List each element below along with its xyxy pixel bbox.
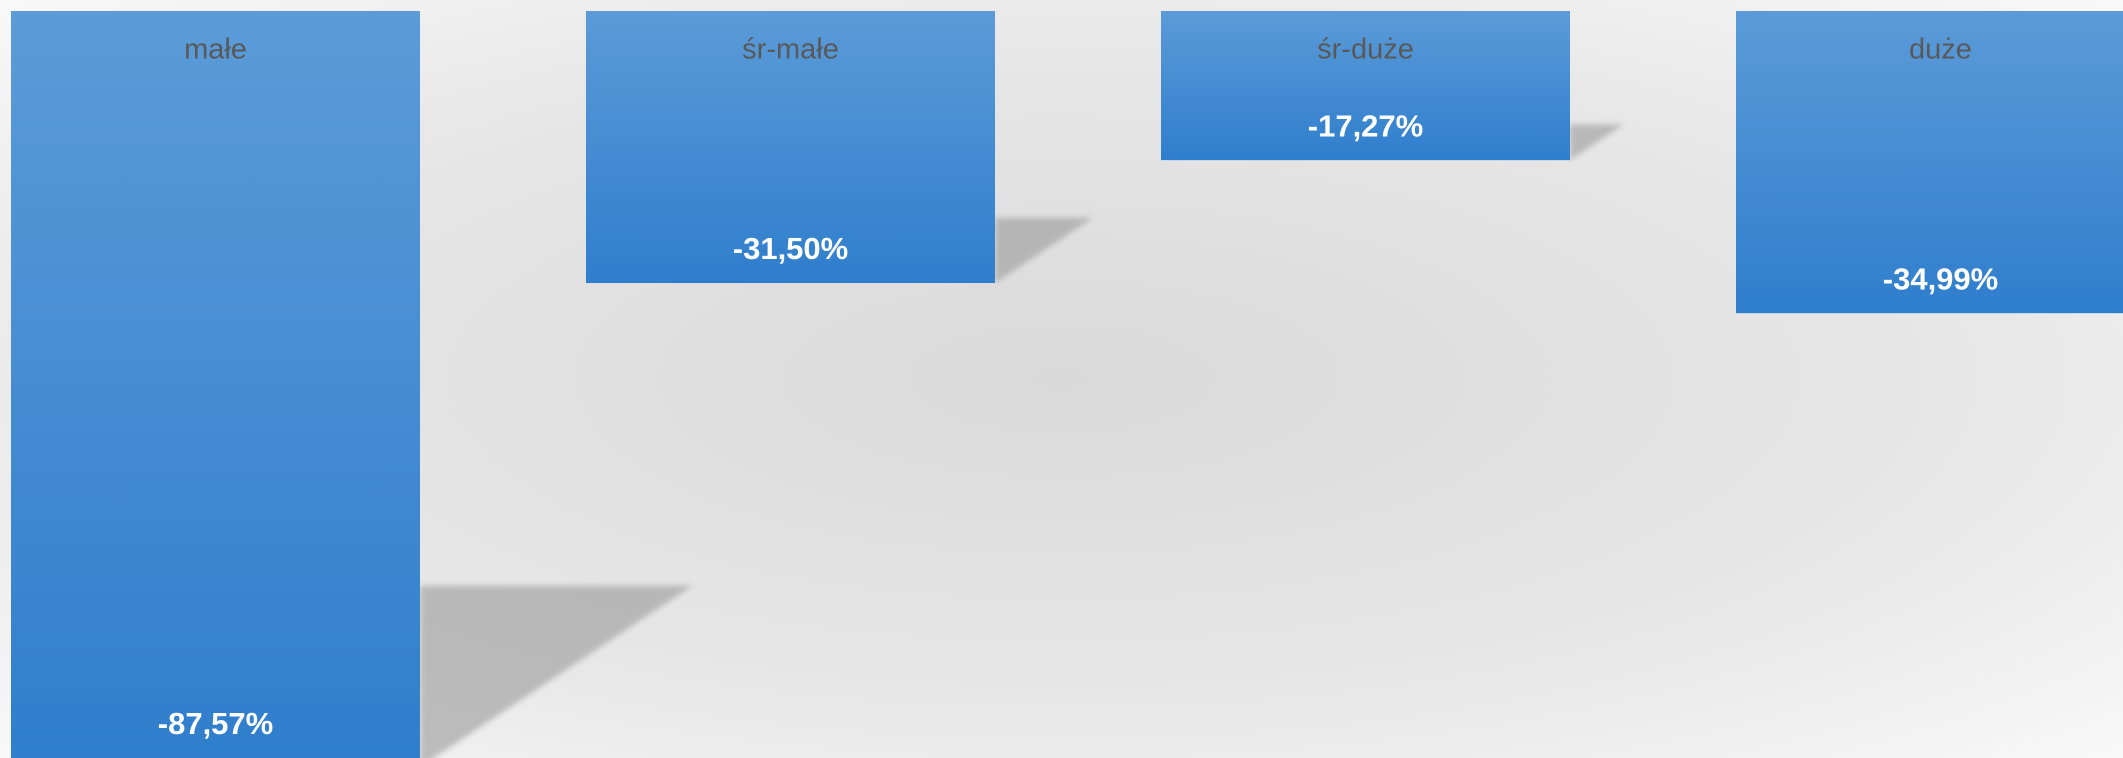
value-label: -34,99% <box>1883 261 1998 296</box>
category-label: śr-duże <box>1317 34 1414 66</box>
value-label: -31,50% <box>733 231 848 266</box>
bar <box>1161 11 1570 161</box>
bar-shadow <box>1570 124 1624 161</box>
value-label: -87,57% <box>158 706 273 741</box>
value-label: -17,27% <box>1308 108 1423 143</box>
category-label: małe <box>184 34 247 66</box>
bar <box>11 11 420 758</box>
category-label: duże <box>1909 34 1972 66</box>
bar <box>586 11 995 284</box>
bar-shadow <box>420 585 693 758</box>
category-label: śr-małe <box>742 34 839 66</box>
bar-shadow <box>995 217 1093 284</box>
bar <box>1736 11 2123 314</box>
